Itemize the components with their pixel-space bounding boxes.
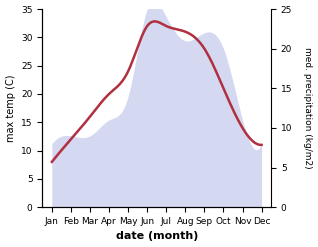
Y-axis label: med. precipitation (kg/m2): med. precipitation (kg/m2) (303, 47, 313, 169)
X-axis label: date (month): date (month) (115, 231, 198, 242)
Y-axis label: max temp (C): max temp (C) (5, 74, 16, 142)
